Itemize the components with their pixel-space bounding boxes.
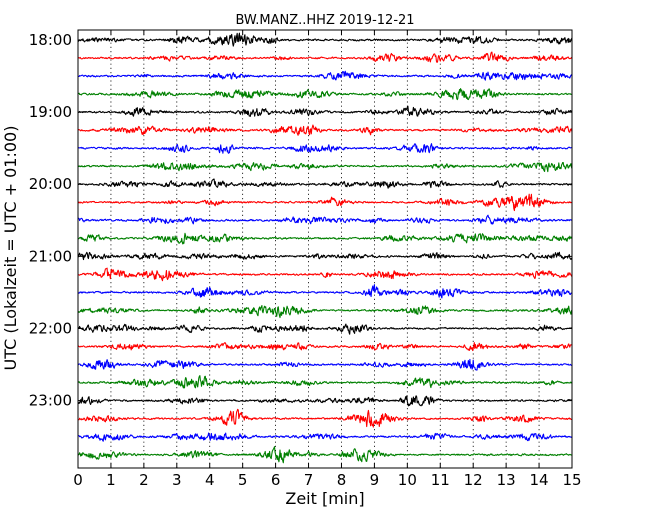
x-tick-labels: 0 1 2 3 4 5 6 7 8 9 10 11 12 13 14 15 [73, 471, 581, 489]
trace-9 [77, 193, 573, 212]
trace-1 [77, 51, 573, 63]
trace-13 [77, 267, 573, 282]
trace-4 [77, 105, 573, 117]
x-tick-label-15: 15 [562, 471, 581, 489]
trace-7 [77, 161, 573, 173]
x-tick-label-3: 3 [172, 471, 182, 489]
y-tick-label-1: 19:00 [29, 103, 72, 121]
x-tick-label-2: 2 [139, 471, 149, 489]
x-axis-ticks [77, 30, 573, 468]
y-tick-label-0: 18:00 [29, 31, 72, 49]
trace-10 [77, 214, 573, 225]
trace-20 [77, 395, 573, 407]
trace-11 [77, 232, 573, 245]
trace-22 [77, 432, 573, 442]
y-tick-labels: 18:00 19:00 20:00 21:00 22:00 23:00 [29, 31, 72, 410]
x-tick-label-0: 0 [73, 471, 83, 489]
trace-23 [77, 446, 573, 464]
x-tick-label-14: 14 [530, 471, 549, 489]
x-tick-label-11: 11 [431, 471, 450, 489]
x-tick-label-5: 5 [238, 471, 248, 489]
y-tick-label-3: 21:00 [29, 247, 72, 265]
chart-title: BW.MANZ..HHZ 2019-12-21 [235, 13, 414, 28]
seismogram-traces [77, 32, 573, 464]
x-tick-label-10: 10 [398, 471, 417, 489]
trace-2 [77, 70, 573, 81]
trace-8 [77, 178, 573, 189]
x-tick-label-13: 13 [497, 471, 516, 489]
x-axis-label: Zeit [min] [285, 489, 364, 508]
plot-border [77, 29, 573, 469]
x-tick-label-1: 1 [106, 471, 116, 489]
trace-15 [77, 304, 573, 319]
y-tick-label-4: 22:00 [29, 319, 72, 337]
grid-lines [110, 30, 540, 468]
y-tick-label-2: 20:00 [29, 175, 72, 193]
trace-3 [77, 88, 573, 101]
trace-17 [77, 342, 573, 352]
trace-19 [77, 375, 573, 389]
x-tick-label-7: 7 [304, 471, 314, 489]
plot-area [77, 29, 573, 469]
trace-18 [77, 358, 573, 371]
x-tick-label-4: 4 [205, 471, 215, 489]
x-tick-label-8: 8 [337, 471, 347, 489]
trace-5 [77, 124, 573, 136]
trace-14 [77, 284, 573, 299]
x-tick-label-9: 9 [370, 471, 380, 489]
x-tick-label-12: 12 [464, 471, 483, 489]
plot-frame [78, 30, 572, 468]
trace-21 [77, 408, 573, 428]
trace-0 [77, 32, 573, 47]
y-axis-label: UTC (Lokalzeit = UTC + 01:00) [1, 126, 20, 371]
y-tick-label-5: 23:00 [29, 392, 72, 410]
trace-6 [77, 143, 573, 154]
trace-16 [77, 323, 573, 335]
y-axis-ticks [78, 39, 572, 402]
trace-12 [77, 251, 573, 261]
x-tick-label-6: 6 [271, 471, 281, 489]
